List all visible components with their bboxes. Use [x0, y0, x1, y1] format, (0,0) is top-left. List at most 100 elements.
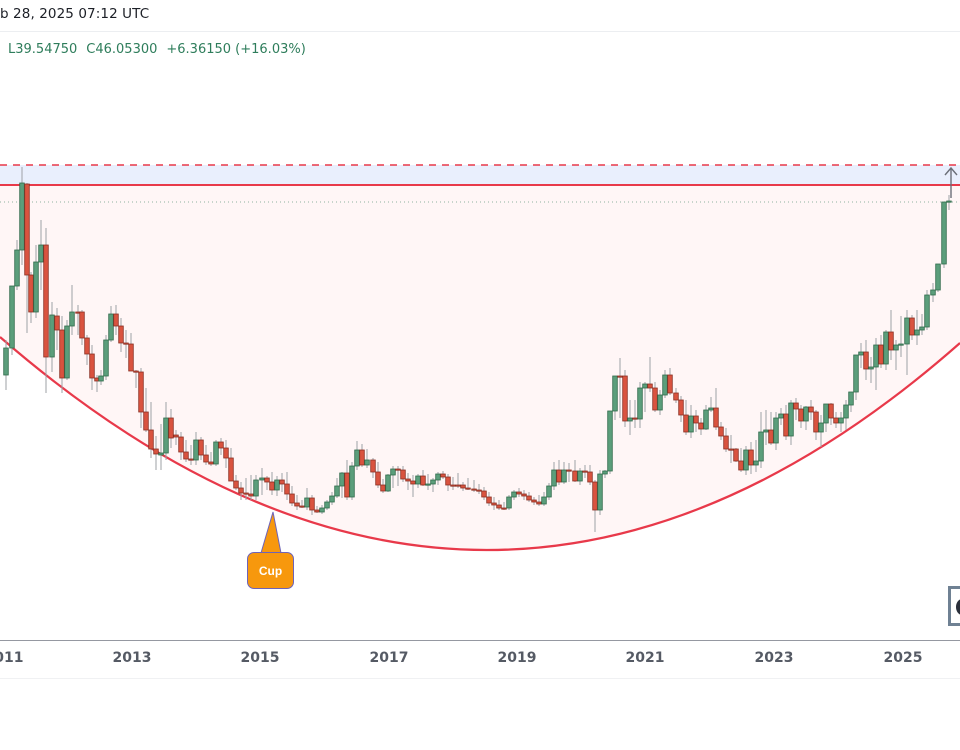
time-axis-border — [0, 640, 960, 641]
candle — [294, 495, 300, 510]
candle — [607, 410, 613, 474]
candle — [400, 466, 406, 482]
candle — [828, 403, 834, 425]
candle — [878, 335, 884, 368]
candle — [556, 460, 562, 485]
candle — [118, 318, 124, 352]
cup-annotation-label[interactable]: Cup — [247, 552, 294, 589]
candle — [662, 370, 668, 398]
candle — [566, 463, 572, 482]
candle — [324, 500, 330, 510]
candle — [678, 396, 684, 422]
candle — [858, 343, 864, 368]
candle — [238, 482, 244, 500]
candle — [868, 357, 874, 383]
candle — [405, 473, 411, 490]
candle — [541, 492, 547, 506]
candle — [198, 437, 204, 460]
candle — [69, 285, 75, 335]
candle — [218, 438, 224, 455]
ohlc-close: C46.05300 — [86, 42, 158, 57]
candle — [853, 354, 859, 400]
candle — [592, 480, 598, 532]
cup-curve[interactable] — [0, 336, 960, 552]
candle — [883, 330, 889, 370]
candle — [289, 486, 295, 506]
resistance-zone[interactable] — [0, 165, 960, 185]
candle — [597, 470, 603, 515]
candle — [501, 502, 507, 510]
cup-pattern-fill — [0, 186, 960, 551]
candle — [753, 440, 759, 472]
candle — [863, 340, 869, 380]
breakout-arrow-icon[interactable] — [944, 166, 958, 198]
candle — [279, 473, 285, 492]
x-tick-label: 2021 — [625, 650, 665, 666]
candle — [833, 412, 839, 428]
candle — [9, 285, 15, 355]
candle — [572, 460, 578, 482]
candle — [33, 245, 39, 318]
candle — [481, 487, 487, 500]
candle — [888, 310, 894, 360]
candle — [848, 391, 854, 412]
candle — [612, 375, 618, 420]
candle — [768, 412, 774, 445]
candle — [103, 335, 109, 380]
auto-scale-button[interactable] — [948, 586, 960, 626]
candle — [582, 465, 588, 478]
candle — [758, 412, 764, 468]
candle — [54, 308, 60, 350]
candle — [153, 436, 159, 470]
candle — [64, 320, 70, 380]
ohlc-change: +6.36150 (+16.03%) — [166, 42, 306, 57]
candle — [935, 263, 941, 292]
candle — [445, 474, 451, 491]
candle — [319, 505, 325, 514]
candle — [657, 390, 663, 415]
candle — [713, 388, 719, 430]
candle — [364, 449, 370, 468]
candle — [718, 422, 724, 440]
candle — [843, 400, 849, 430]
candle — [813, 410, 819, 440]
candle — [531, 497, 537, 505]
candle — [213, 440, 219, 466]
x-tick-label: 2019 — [497, 650, 537, 666]
candle — [420, 470, 426, 486]
candle — [941, 201, 947, 268]
candle — [673, 388, 679, 403]
candle — [909, 315, 915, 340]
price-chart-canvas[interactable] — [0, 0, 960, 640]
candle — [647, 357, 653, 392]
candle — [703, 405, 709, 430]
candle — [561, 462, 567, 484]
candle — [526, 492, 532, 502]
candle — [688, 405, 694, 438]
candle — [253, 475, 259, 500]
time-axis-bottom-border — [0, 678, 960, 679]
candle — [793, 398, 799, 420]
candle — [274, 476, 280, 496]
candle — [818, 415, 824, 447]
candle — [919, 314, 925, 335]
candle — [425, 474, 431, 490]
candle — [264, 476, 270, 490]
candle — [24, 183, 30, 333]
candle — [823, 403, 829, 432]
chart-timestamp: b 28, 2025 07:12 UTC — [0, 6, 150, 22]
x-tick-label: 2011 — [0, 650, 24, 666]
candle — [946, 195, 952, 210]
candle — [228, 448, 234, 482]
candle — [893, 340, 899, 370]
candle — [385, 474, 391, 492]
x-tick-label: 2025 — [883, 650, 923, 666]
candle — [233, 475, 239, 490]
candle — [873, 338, 879, 390]
candle — [465, 478, 471, 490]
candle — [914, 310, 920, 345]
candle — [516, 488, 522, 497]
candle — [113, 305, 119, 335]
candle — [84, 335, 90, 365]
candle — [546, 483, 552, 500]
